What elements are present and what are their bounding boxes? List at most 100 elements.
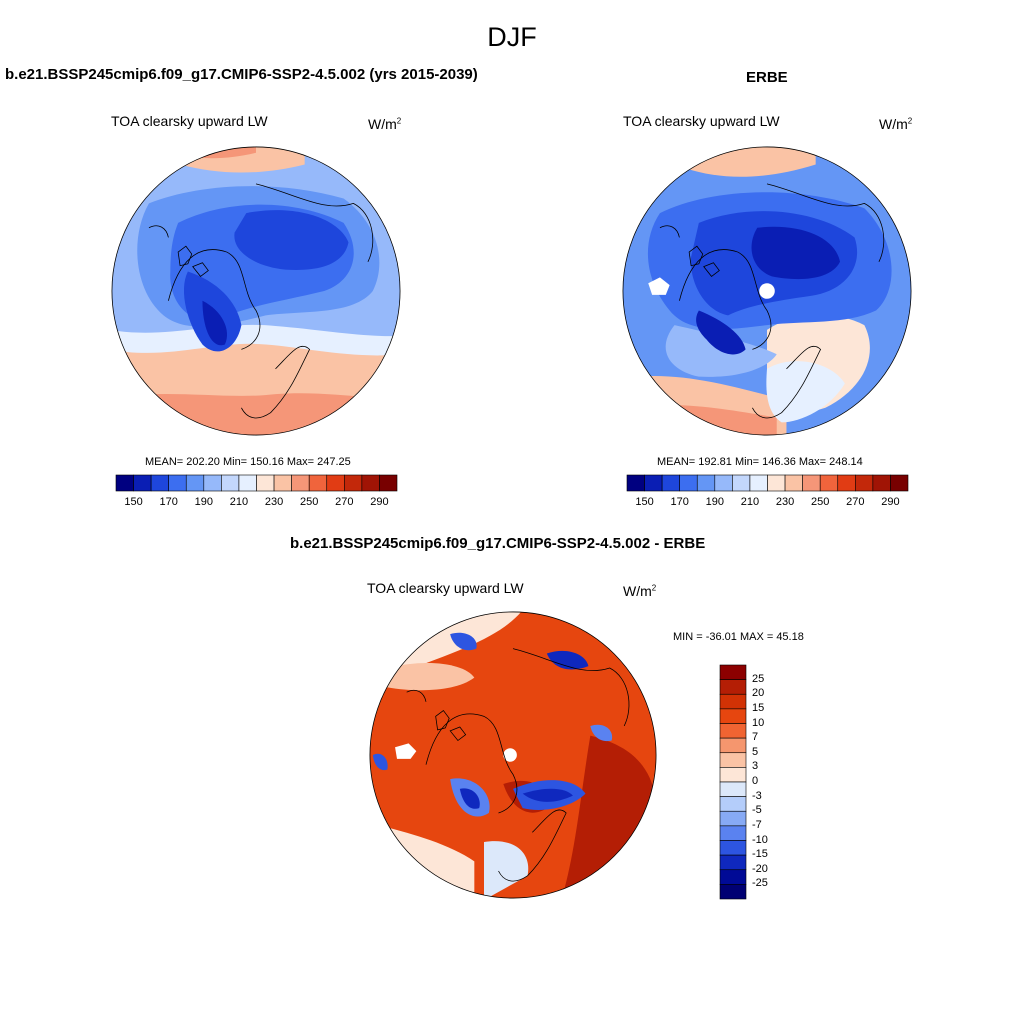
diff-colorbar-box xyxy=(719,693,747,710)
obs-colorbar-box xyxy=(802,474,821,492)
diff-colorbar-box xyxy=(719,737,747,754)
obs-colorbar-box xyxy=(767,474,786,492)
model-colorbar-tick-label: 270 xyxy=(335,496,354,508)
model-colorbar-tick-label: 290 xyxy=(370,496,389,508)
model-colorbar-box xyxy=(326,474,345,492)
obs-colorbar-box xyxy=(749,474,768,492)
model-colorbar-labels: 150 170 190 210 230 250 270 290 xyxy=(0,496,1024,510)
obs-colorbar-box xyxy=(644,474,663,492)
diff-colorbar-tick-label: -10 xyxy=(752,833,768,846)
obs-colorbar-labels: 150 170 190 210 230 250 270 290 xyxy=(0,496,1024,510)
model-stats: MEAN= 202.20 Min= 150.16 Max= 247.25 xyxy=(145,456,351,468)
obs-variable-label: TOA clearsky upward LW xyxy=(623,113,780,129)
diff-colorbar-tick-label: 3 xyxy=(752,760,759,773)
model-colorbar-box xyxy=(203,474,222,492)
obs-colorbar-tick-label: 290 xyxy=(881,496,900,508)
model-colorbar-box xyxy=(150,474,169,492)
model-colorbar-box xyxy=(344,474,363,492)
obs-units-label: W/m2 xyxy=(879,116,913,132)
diff-colorbar-tick-label: -5 xyxy=(752,804,762,817)
obs-colorbar-box xyxy=(819,474,839,492)
diff-colorbar-box xyxy=(719,884,747,900)
obs-colorbar-tick-label: 250 xyxy=(811,496,830,508)
diff-colorbar-box xyxy=(719,869,747,885)
obs-colorbar-tick-label: 230 xyxy=(775,496,795,508)
diff-panel-title: b.e21.BSSP245cmip6.f09_g17.CMIP6-SSP2-4.… xyxy=(290,535,706,552)
model-panel-title: b.e21.BSSP245cmip6.f09_g17.CMIP6-SSP2-4.… xyxy=(5,66,478,83)
obs-colorbar-box xyxy=(696,474,716,492)
diff-polar-map xyxy=(369,611,657,899)
obs-colorbar-box xyxy=(626,474,645,492)
obs-colorbar-box xyxy=(661,474,680,492)
diff-colorbar-box xyxy=(719,708,747,724)
diff-colorbar-tick-label: -7 xyxy=(752,818,762,831)
obs-colorbar-box xyxy=(679,474,698,492)
model-colorbar-box xyxy=(221,474,240,492)
obs-colorbar-box xyxy=(714,474,733,492)
obs-stats: MEAN= 192.81 Min= 146.36 Max= 248.14 xyxy=(657,456,863,468)
model-colorbar-tick-label: 150 xyxy=(124,496,143,508)
model-colorbar xyxy=(115,474,398,492)
diff-colorbar-tick-label: 5 xyxy=(752,745,759,758)
diff-colorbar-tick-label: -15 xyxy=(752,848,768,861)
obs-colorbar-box xyxy=(855,474,874,492)
diff-colorbar-box xyxy=(719,810,747,827)
model-colorbar-tick-label: 190 xyxy=(194,496,213,508)
model-colorbar-tick-label: 230 xyxy=(264,496,284,508)
model-colorbar-box xyxy=(308,474,328,492)
obs-colorbar-box xyxy=(732,474,751,492)
obs-colorbar-box xyxy=(784,474,803,492)
diff-colorbar-box xyxy=(719,664,747,680)
model-colorbar-box xyxy=(133,474,152,492)
model-colorbar-box xyxy=(185,474,205,492)
obs-polar-map xyxy=(622,146,912,436)
figure-season-title: DJF xyxy=(487,22,537,52)
diff-units-label: W/m2 xyxy=(623,583,657,599)
obs-colorbar-tick-label: 170 xyxy=(670,496,689,508)
model-colorbar-tick-label: 210 xyxy=(229,496,249,508)
obs-colorbar xyxy=(626,474,909,492)
diff-colorbar-tick-label: -3 xyxy=(752,789,762,802)
diff-colorbar-box xyxy=(719,679,747,695)
model-colorbar-box xyxy=(115,474,134,492)
diff-colorbar-tick-label: 7 xyxy=(752,731,759,744)
diff-colorbar-box xyxy=(719,796,747,812)
model-colorbar-box xyxy=(168,474,187,492)
diff-colorbar-box xyxy=(719,840,747,856)
diff-colorbar-box xyxy=(719,854,747,871)
diff-variable-label: TOA clearsky upward LW xyxy=(367,580,524,596)
diff-stats: MIN = -36.01 MAX = 45.18 xyxy=(673,631,804,643)
diff-colorbar-tick-label: -25 xyxy=(752,877,768,890)
model-colorbar-box xyxy=(291,474,310,492)
diff-colorbar-box xyxy=(719,781,747,797)
model-polar-map xyxy=(111,146,401,436)
diff-colorbar-tick-label: 0 xyxy=(752,775,759,787)
obs-colorbar-tick-label: 150 xyxy=(635,496,654,508)
diff-colorbar-box xyxy=(719,723,747,739)
diff-colorbar-tick-label: 15 xyxy=(752,701,765,714)
diff-colorbar xyxy=(719,664,747,900)
diff-colorbar-tick-label: 10 xyxy=(752,716,765,729)
obs-panel-title: ERBE xyxy=(746,69,788,86)
model-colorbar-tick-label: 170 xyxy=(159,496,178,508)
model-colorbar-box xyxy=(273,474,292,492)
diff-colorbar-tick-label: 25 xyxy=(752,672,765,685)
model-colorbar-box xyxy=(238,474,257,492)
model-colorbar-box xyxy=(379,474,398,492)
model-colorbar-box xyxy=(256,474,275,492)
diff-colorbar-tick-label: 20 xyxy=(752,687,765,700)
model-units-label: W/m2 xyxy=(368,116,402,132)
obs-colorbar-tick-label: 210 xyxy=(740,496,760,508)
model-colorbar-tick-label: 250 xyxy=(300,496,319,508)
obs-colorbar-box xyxy=(890,474,909,492)
diff-colorbar-box xyxy=(719,767,747,783)
obs-colorbar-tick-label: 190 xyxy=(705,496,724,508)
diff-colorbar-box xyxy=(719,825,747,841)
diff-colorbar-tick-label: -20 xyxy=(752,862,768,875)
obs-colorbar-box xyxy=(837,474,856,492)
diff-colorbar-box xyxy=(719,752,747,768)
model-colorbar-box xyxy=(361,474,380,492)
model-variable-label: TOA clearsky upward LW xyxy=(111,113,268,129)
obs-colorbar-tick-label: 270 xyxy=(846,496,865,508)
obs-colorbar-box xyxy=(872,474,891,492)
